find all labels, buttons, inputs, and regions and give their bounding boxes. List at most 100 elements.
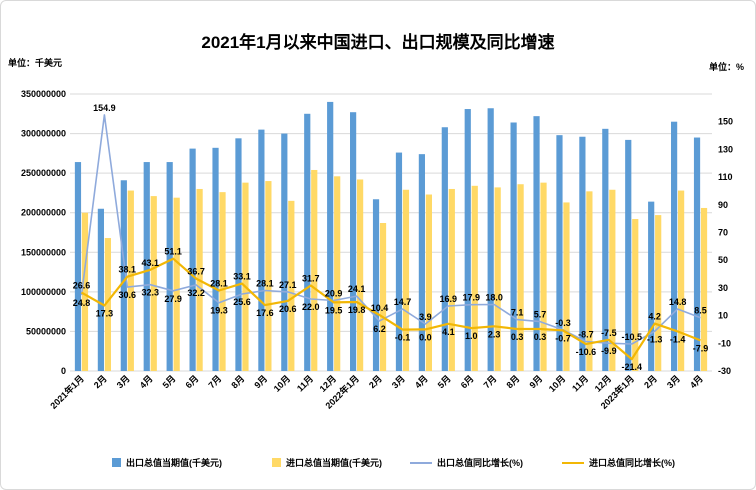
data-label-import-growth: 17.6	[256, 308, 274, 318]
bar-export-value	[671, 121, 678, 371]
x-axis-tick-label: 11月	[295, 373, 315, 393]
x-axis-tick-label: 9月	[252, 373, 269, 390]
x-axis-tick-label: 4月	[138, 373, 155, 390]
data-label-import-growth: 2.3	[488, 329, 501, 339]
bar-import-value	[334, 176, 341, 371]
data-label-export-growth: 32.2	[187, 288, 205, 298]
x-axis-tick-label: 3月	[665, 373, 682, 390]
data-label-import-growth: 31.7	[302, 274, 320, 284]
bar-import-value	[425, 194, 432, 371]
bar-import-value	[288, 200, 295, 371]
bar-export-value	[418, 154, 425, 371]
x-axis-tick-label: 11月	[570, 373, 590, 393]
data-label-import-growth: -7.9	[693, 343, 709, 353]
data-label-import-growth: 0.3	[511, 332, 524, 342]
left-axis-tick-label: 350000000	[21, 89, 66, 99]
right-axis-tick-label: 110	[718, 172, 733, 182]
data-label-export-growth: 32.3	[141, 288, 159, 298]
bar-import-value	[448, 188, 455, 371]
x-axis-tick-label: 6月	[459, 373, 476, 390]
data-label-import-growth: 36.7	[187, 267, 205, 277]
bar-export-value	[350, 112, 357, 372]
bar-import-value	[402, 189, 410, 371]
legend-label-export-value: 出口总值当期值(千美元)	[126, 458, 222, 468]
data-label-export-growth: 3.9	[419, 312, 432, 322]
bar-export-value	[464, 109, 471, 371]
bar-import-value	[563, 202, 570, 371]
data-label-export-growth: 14.7	[394, 297, 412, 307]
right-axis-tick-label: 30	[718, 283, 728, 293]
bar-export-value	[648, 201, 655, 371]
legend-export-growth: 出口总值同比增长(%)	[410, 456, 523, 469]
x-axis-tick-label: 3月	[115, 373, 132, 390]
legend-swatch-export-growth	[410, 461, 432, 464]
bar-import-value	[265, 181, 272, 371]
data-label-export-growth: 18.0	[485, 293, 503, 303]
data-label-import-growth: -21.4	[621, 362, 642, 372]
left-axis-tick-label: 250000000	[21, 168, 66, 178]
bar-export-value	[143, 162, 150, 371]
bar-import-value	[471, 185, 478, 371]
x-axis-tick-label: 7月	[482, 373, 499, 390]
bar-export-value	[533, 116, 540, 371]
data-label-import-growth: 10.4	[371, 303, 389, 313]
data-label-export-growth: 5.7	[534, 310, 547, 320]
data-label-export-growth: -0.3	[555, 318, 571, 328]
bar-export-value	[304, 113, 311, 372]
legend-import-growth: 进口总值同比增长(%)	[562, 456, 675, 469]
data-label-import-growth: 0.3	[534, 332, 547, 342]
data-label-import-growth: 17.3	[96, 308, 114, 318]
data-label-export-growth: 27.1	[279, 280, 297, 290]
legend-import-value: 进口总值当期值(千美元)	[272, 456, 382, 469]
bar-import-value	[242, 182, 249, 371]
bar-export-value	[693, 137, 701, 371]
data-label-import-growth: 19.8	[348, 305, 366, 315]
bar-export-value	[235, 138, 242, 371]
bar-export-value	[166, 162, 173, 371]
bar-export-value	[625, 139, 632, 371]
right-axis-tick-label: -30	[718, 366, 731, 376]
bar-import-value	[379, 223, 387, 371]
legend-label-import-value: 进口总值当期值(千美元)	[286, 458, 382, 468]
legend-label-import-growth: 进口总值同比增长(%)	[589, 458, 675, 468]
data-label-import-growth: 4.2	[648, 312, 661, 322]
legend-swatch-export-value	[112, 458, 121, 467]
left-axis-tick-label: 50000000	[26, 326, 66, 336]
data-label-export-growth: 24.8	[73, 298, 91, 308]
data-label-export-growth: 24.1	[348, 284, 366, 294]
bar-export-value	[602, 128, 609, 371]
data-label-import-growth: 38.1	[119, 265, 137, 275]
left-axis-tick-label: 150000000	[21, 247, 66, 257]
data-label-export-growth: 16.9	[440, 294, 458, 304]
bar-export-value	[441, 127, 448, 372]
x-axis-tick-label: 12月	[318, 373, 339, 394]
bar-export-value	[579, 136, 586, 371]
right-axis-tick-label: 150	[718, 117, 733, 127]
bar-import-value	[655, 215, 662, 371]
x-axis-tick-label: 2021年1月	[48, 373, 86, 411]
bar-export-value	[74, 162, 82, 371]
data-label-export-growth: 14.8	[669, 297, 687, 307]
bar-export-value	[487, 108, 494, 371]
bar-import-value	[678, 190, 685, 371]
line-import-growth	[80, 257, 701, 361]
right-axis-unit: 单位：%	[708, 62, 744, 72]
bar-export-value	[327, 101, 334, 372]
bar-import-value	[311, 169, 318, 371]
data-label-import-growth: -7.5	[601, 328, 617, 338]
x-axis-tick-label: 5月	[436, 373, 453, 390]
bar-export-value	[395, 152, 403, 371]
x-axis-tick-label: 6月	[184, 373, 201, 390]
bar-export-value	[258, 129, 265, 371]
legend-label-export-growth: 出口总值同比增长(%)	[437, 458, 523, 468]
data-label-export-growth: 25.6	[233, 297, 251, 307]
x-axis-tick-label: 8月	[229, 373, 246, 390]
legend-swatch-import-growth	[562, 461, 584, 464]
data-label-import-growth: 26.6	[73, 281, 91, 291]
data-label-export-growth: 6.2	[373, 324, 386, 334]
right-axis-tick-label: 70	[718, 228, 728, 238]
data-label-import-growth: 33.1	[233, 272, 251, 282]
x-axis-tick-label: 5月	[161, 373, 178, 390]
left-axis-tick-label: 100000000	[21, 287, 66, 297]
